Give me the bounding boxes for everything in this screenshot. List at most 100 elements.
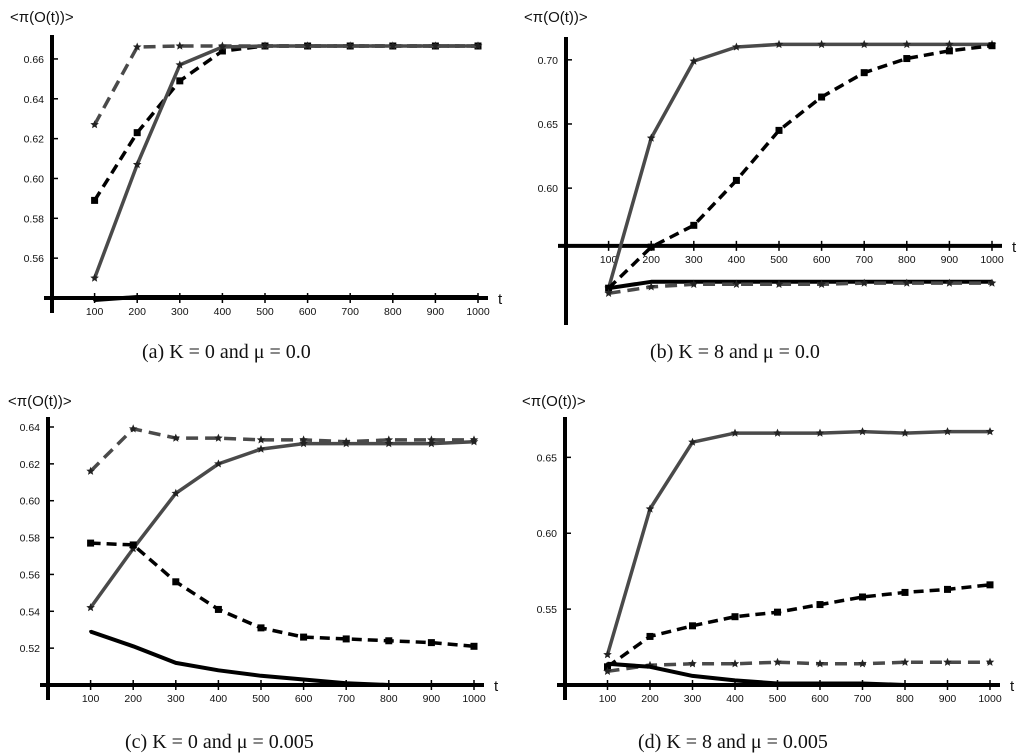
data-point: [815, 659, 825, 668]
x-tick-label: 300: [685, 254, 703, 266]
data-point: [129, 541, 137, 549]
data-point: [773, 657, 782, 666]
data-point: [943, 657, 952, 666]
data-point: [816, 601, 824, 609]
chart-a: 0.56 0.58 0.60 0.62 0.64 0.66 100 200 300 400 500 6…: [10, 9, 503, 318]
y-tick-label: 0.62: [20, 459, 41, 471]
data-point: [604, 663, 611, 671]
data-point: [133, 129, 141, 137]
data-point: [607, 286, 611, 290]
data-point: [427, 639, 435, 647]
data-point: [945, 278, 954, 287]
data-point: [689, 622, 696, 630]
y-tick-label: 0.65: [538, 119, 559, 131]
data-point: [946, 683, 949, 687]
series-line-gray-solid: [606, 42, 992, 289]
data-point: [220, 295, 224, 299]
data-point: [985, 657, 995, 666]
x-axis-title: t: [494, 678, 499, 695]
data-point: [776, 681, 779, 685]
x-tick-label: 1000: [980, 254, 1004, 266]
data-point: [603, 650, 612, 659]
data-point: [901, 588, 909, 596]
x-tick-label: 900: [423, 693, 441, 705]
data-point: [348, 295, 352, 299]
data-point: [90, 273, 99, 282]
x-tick-label: 400: [728, 254, 746, 266]
data-point: [259, 674, 263, 678]
series-line-black-dashed: [93, 44, 478, 202]
data-point: [988, 683, 992, 687]
caption-a: (a) K = 0 and μ = 0.0: [142, 341, 311, 363]
data-point: [470, 642, 478, 650]
x-tick-label: 800: [380, 693, 398, 705]
data-point: [300, 633, 308, 641]
data-point: [385, 637, 393, 645]
data-point: [731, 613, 739, 621]
x-tick-label: 100: [86, 306, 104, 318]
data-point: [690, 221, 698, 229]
x-tick-label: 300: [171, 306, 189, 318]
x-tick-label: 600: [813, 254, 831, 266]
x-tick-label: 600: [295, 693, 313, 705]
series-line-black-dashed: [606, 583, 991, 669]
series-line-gray-solid: [89, 439, 475, 609]
data-point: [688, 437, 697, 446]
data-point: [131, 644, 135, 648]
x-axis-title: t: [498, 291, 503, 308]
data-point: [730, 428, 740, 437]
x-tick-label: 800: [898, 254, 916, 266]
series-line-black-dashed: [90, 541, 475, 649]
data-point: [604, 288, 613, 297]
x-tick-label: 600: [299, 306, 317, 318]
x-tick-label: 200: [641, 693, 659, 705]
x-tick-label: 700: [854, 693, 872, 705]
data-point: [733, 678, 737, 682]
data-point: [431, 41, 440, 50]
y-tick-label: 0.56: [24, 253, 45, 265]
y-tick-label: 0.62: [24, 134, 45, 146]
series-line-black-solid: [608, 279, 992, 291]
data-point: [903, 683, 907, 687]
data-point: [90, 120, 99, 129]
x-tick-label: 300: [167, 693, 185, 705]
x-tick-label: 100: [599, 693, 617, 705]
x-tick-label: 500: [256, 306, 274, 318]
series-line-black-dashed: [607, 43, 993, 290]
data-point: [128, 424, 138, 433]
data-point: [257, 624, 265, 632]
data-point: [218, 47, 226, 55]
data-point: [646, 282, 656, 291]
data-point: [342, 635, 350, 643]
x-tick-label: 1000: [466, 306, 490, 318]
data-point: [87, 539, 95, 547]
data-point: [603, 666, 612, 675]
x-tick-label: 1000: [978, 693, 1002, 705]
data-point: [175, 41, 185, 50]
y-tick-label: 0.64: [24, 94, 45, 106]
data-point: [384, 439, 394, 448]
data-point: [859, 278, 869, 287]
series-line-black-solid: [607, 661, 990, 687]
data-point: [774, 279, 784, 288]
x-tick-label: 1000: [462, 693, 486, 705]
y-tick-label: 0.54: [20, 606, 41, 618]
data-point: [93, 298, 97, 302]
data-point: [646, 632, 654, 640]
x-tick-label: 500: [252, 693, 270, 705]
data-point: [214, 433, 223, 442]
data-point: [647, 243, 655, 251]
data-point: [345, 41, 355, 50]
x-tick-label: 100: [600, 254, 618, 266]
data-point: [135, 295, 139, 299]
data-point: [645, 504, 655, 513]
x-tick-label: 100: [82, 693, 100, 705]
series-line-gray-solid: [92, 44, 478, 279]
data-point: [86, 603, 95, 612]
x-tick-label: 900: [941, 254, 959, 266]
data-point: [646, 133, 656, 142]
y-axis-title: <π(O(t))>: [522, 393, 586, 410]
y-tick-label: 0.60: [20, 496, 41, 508]
data-point: [815, 428, 825, 437]
data-point: [214, 605, 222, 613]
